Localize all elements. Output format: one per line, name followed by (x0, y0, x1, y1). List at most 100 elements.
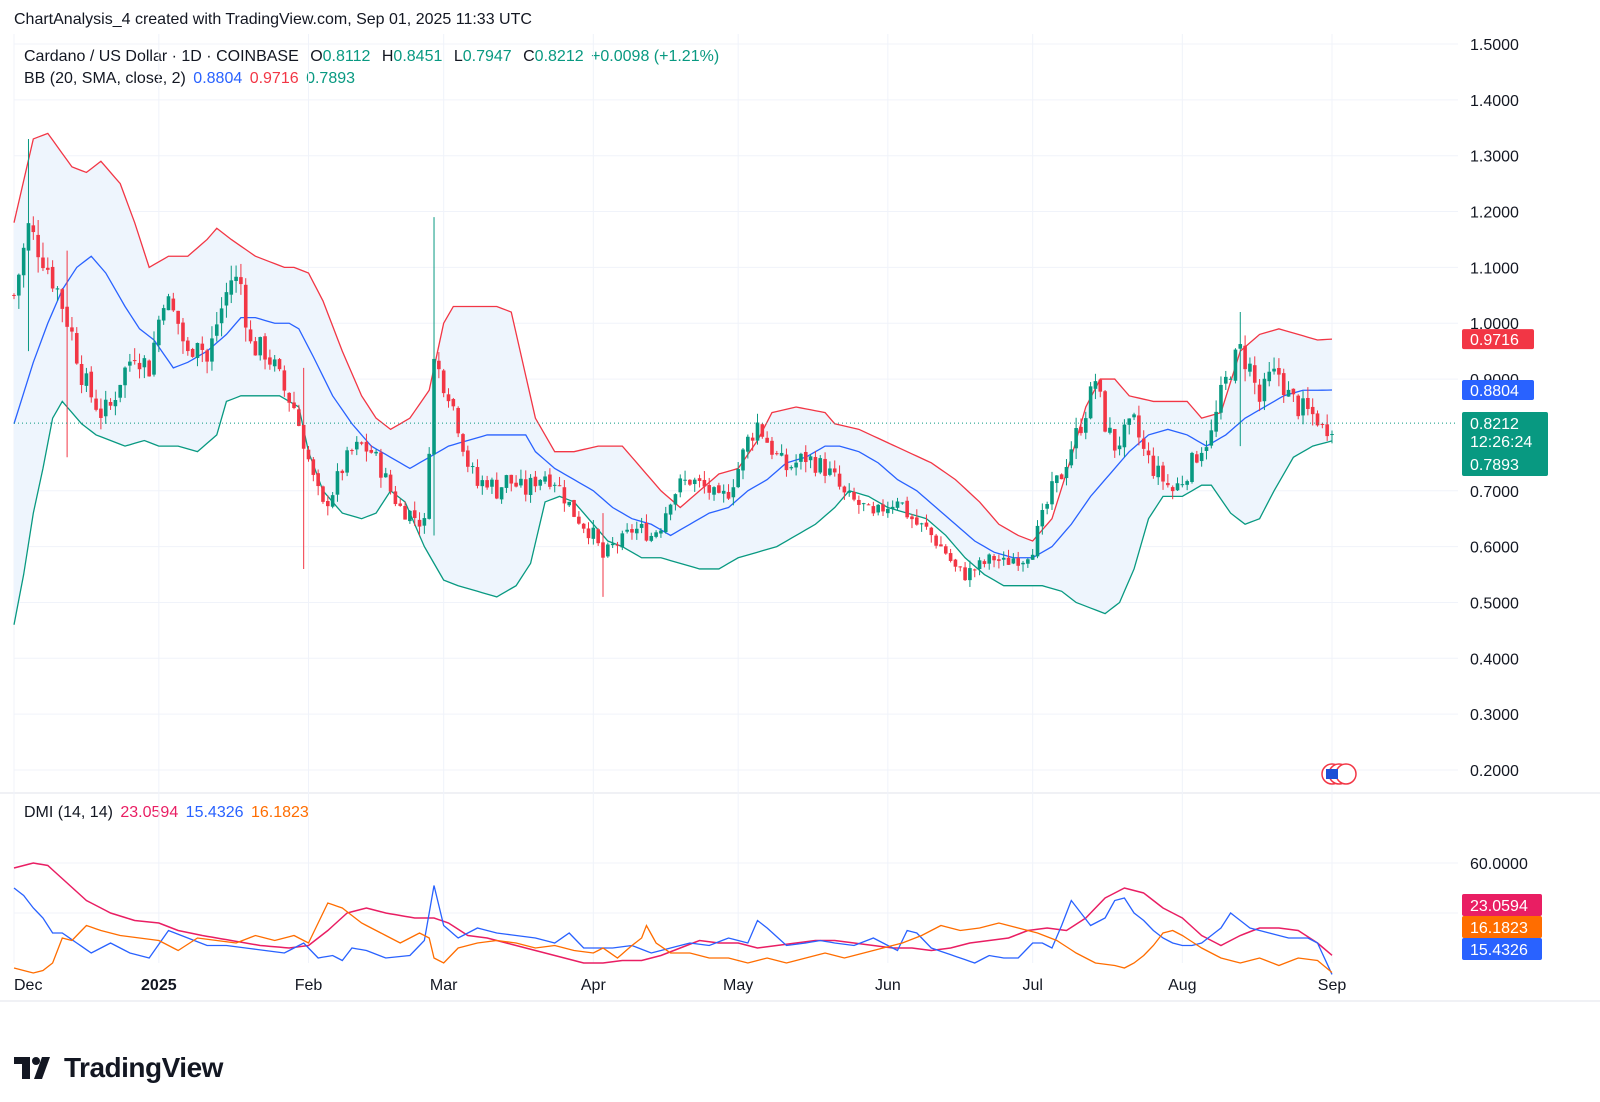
candle (36, 220, 40, 273)
candle (480, 475, 485, 495)
candle-body (634, 528, 639, 534)
candle (466, 445, 470, 473)
candle (1064, 459, 1069, 486)
candle-body (379, 452, 383, 478)
candle (186, 337, 190, 356)
candle-body (432, 358, 436, 455)
candle-body (610, 543, 615, 546)
dmi-grid: 40.000060.0000 (14, 856, 1528, 923)
candle (282, 365, 287, 397)
candle-body (910, 516, 914, 520)
candle (17, 273, 21, 309)
candle (354, 436, 359, 456)
candle (683, 470, 687, 486)
high-label: H (381, 48, 394, 65)
candle-body (538, 479, 543, 486)
price-chart[interactable]: 0.20000.30000.40000.50000.60000.70000.90… (0, 0, 1600, 1040)
candle (379, 448, 383, 488)
candle-body (1223, 376, 1228, 384)
candle-body (1050, 481, 1054, 505)
candle-body (316, 473, 320, 487)
candle-body (1291, 388, 1296, 395)
candle-body (702, 479, 707, 487)
candle (1272, 357, 1276, 375)
candle-body (45, 267, 50, 270)
candle-body (548, 474, 552, 487)
dmi-adx-badge: 23.0594 (1462, 894, 1542, 916)
candle (929, 526, 934, 543)
candle (934, 533, 938, 549)
candle-body (625, 529, 629, 532)
candle (1117, 436, 1122, 456)
candle-body (943, 546, 948, 554)
candle (1214, 400, 1218, 438)
candle-body (1117, 445, 1122, 450)
candle-body (953, 559, 958, 567)
price-tick-label: 1.3000 (1470, 149, 1519, 166)
candle (1281, 368, 1286, 403)
candle (688, 479, 692, 486)
price-tick-label: 0.7000 (1470, 484, 1519, 501)
candle-body (142, 358, 147, 368)
candle-body (272, 359, 277, 367)
candle-body (1021, 562, 1025, 565)
bb-basis-badge: 0.8804 (1462, 380, 1534, 401)
bb-basis-badge-bg (1462, 380, 1534, 401)
candle-body (60, 289, 65, 309)
candle (871, 501, 876, 517)
candle-body (258, 337, 263, 356)
candle-body (929, 527, 934, 536)
candle (509, 474, 514, 492)
candle-body (1267, 371, 1272, 382)
candle (239, 263, 243, 295)
candle (205, 348, 209, 374)
candle (799, 452, 803, 470)
candle-body (615, 544, 620, 546)
candle (1185, 479, 1189, 491)
candle (910, 514, 914, 529)
candle-body (1026, 559, 1030, 564)
candle (615, 541, 620, 554)
candle (794, 454, 798, 476)
candle (649, 532, 654, 543)
bb-lower-badge-text: 0.7893 (1470, 457, 1519, 474)
candle-body (422, 518, 427, 526)
candle-body (900, 502, 905, 504)
candle-body (456, 407, 460, 434)
candle-body (383, 473, 388, 478)
candle (915, 509, 919, 526)
candle (364, 433, 369, 462)
flag-canton (1326, 769, 1338, 779)
candle-body (799, 453, 803, 462)
candle-body (1156, 465, 1160, 478)
candle-body (881, 504, 885, 512)
candle (572, 499, 576, 518)
candle (499, 487, 504, 504)
candle (606, 542, 610, 558)
time-tick-label: Jul (1022, 977, 1042, 994)
candle-body (1315, 413, 1320, 426)
candle (388, 469, 393, 495)
candle-body (934, 535, 938, 546)
candle (123, 366, 127, 398)
candle (750, 432, 755, 451)
candle-body (1112, 429, 1117, 451)
candle-body (1127, 418, 1132, 425)
price-tick-label: 1.2000 (1470, 205, 1519, 222)
candle (1011, 553, 1016, 565)
candle-body (1272, 368, 1276, 372)
candle-body (253, 341, 258, 356)
candle-body (750, 437, 755, 441)
symbol-legend: Cardano / US Dollar · 1D · COINBASE O0.8… (24, 48, 722, 66)
candle (263, 333, 267, 370)
candle (128, 353, 132, 372)
candle-body (113, 399, 118, 407)
bb-upper-value: 0.9716 (249, 70, 299, 87)
dmi-minus-badge-bg (1462, 916, 1542, 938)
candle-body (311, 459, 316, 475)
candle (50, 260, 55, 293)
candle-body (519, 478, 523, 486)
candle-body (1190, 452, 1194, 482)
candle (1016, 551, 1020, 571)
candle (528, 474, 533, 503)
